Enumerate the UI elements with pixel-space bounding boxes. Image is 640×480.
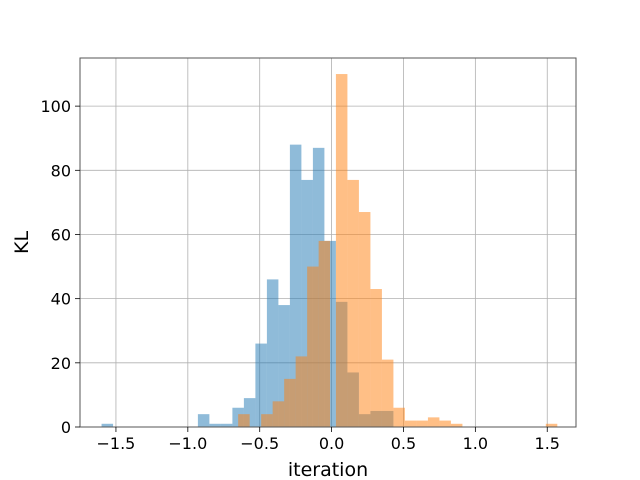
y-tick-label: 40 bbox=[51, 290, 71, 309]
histogram-bar bbox=[545, 423, 558, 427]
y-axis-label: KL bbox=[11, 231, 33, 254]
histogram-bar bbox=[101, 423, 114, 427]
x-tick-label: 1.0 bbox=[463, 434, 488, 453]
x-tick-label: 1.5 bbox=[535, 434, 560, 453]
histogram-bar bbox=[381, 359, 394, 427]
histogram-bar bbox=[284, 378, 296, 427]
histogram-bar bbox=[347, 179, 359, 427]
x-axis-ticks: −1.5 −1.0 −0.5 0.0 0.5 1.0 1.5 bbox=[97, 427, 560, 453]
histogram-bar bbox=[450, 423, 463, 427]
series-1-bars bbox=[238, 74, 558, 427]
histogram-bar bbox=[307, 266, 319, 427]
histogram-bar bbox=[295, 356, 308, 427]
histogram-bar bbox=[278, 305, 290, 427]
x-tick-label: 0.0 bbox=[319, 434, 344, 453]
histogram-bar bbox=[289, 144, 302, 428]
histogram-bar bbox=[318, 240, 331, 427]
x-tick-label: −1.0 bbox=[168, 434, 207, 453]
histogram-bar bbox=[220, 423, 233, 427]
x-tick-label: −0.5 bbox=[240, 434, 279, 453]
histogram-bar bbox=[404, 420, 417, 427]
y-tick-label: 80 bbox=[51, 161, 71, 180]
histogram-bar bbox=[209, 423, 221, 427]
y-tick-label: 60 bbox=[51, 225, 71, 244]
x-axis-label: iteration bbox=[288, 459, 368, 480]
histogram-bar bbox=[197, 414, 210, 427]
histogram-bar bbox=[272, 401, 285, 427]
histogram-bar bbox=[393, 407, 405, 427]
histogram-bar bbox=[266, 279, 279, 427]
y-axis-ticks: 0 20 40 60 80 100 bbox=[40, 97, 80, 437]
histogram-bar bbox=[427, 417, 440, 427]
y-tick-label: 100 bbox=[40, 97, 71, 116]
y-tick-label: 20 bbox=[51, 354, 71, 373]
x-tick-label: −1.5 bbox=[97, 434, 136, 453]
x-tick-label: 0.5 bbox=[391, 434, 416, 453]
histogram-bar bbox=[261, 414, 273, 427]
y-tick-label: 0 bbox=[61, 418, 71, 437]
histogram-bar bbox=[243, 398, 256, 427]
histogram-bar bbox=[335, 74, 348, 427]
histogram-bar bbox=[358, 212, 371, 427]
histogram-bar bbox=[439, 420, 451, 427]
plot-frame bbox=[79, 57, 577, 428]
histogram-bar bbox=[255, 343, 267, 427]
histogram-bars bbox=[101, 74, 558, 428]
histogram-bar bbox=[416, 420, 428, 427]
histogram-bar bbox=[370, 289, 382, 427]
histogram-bar bbox=[238, 414, 250, 427]
